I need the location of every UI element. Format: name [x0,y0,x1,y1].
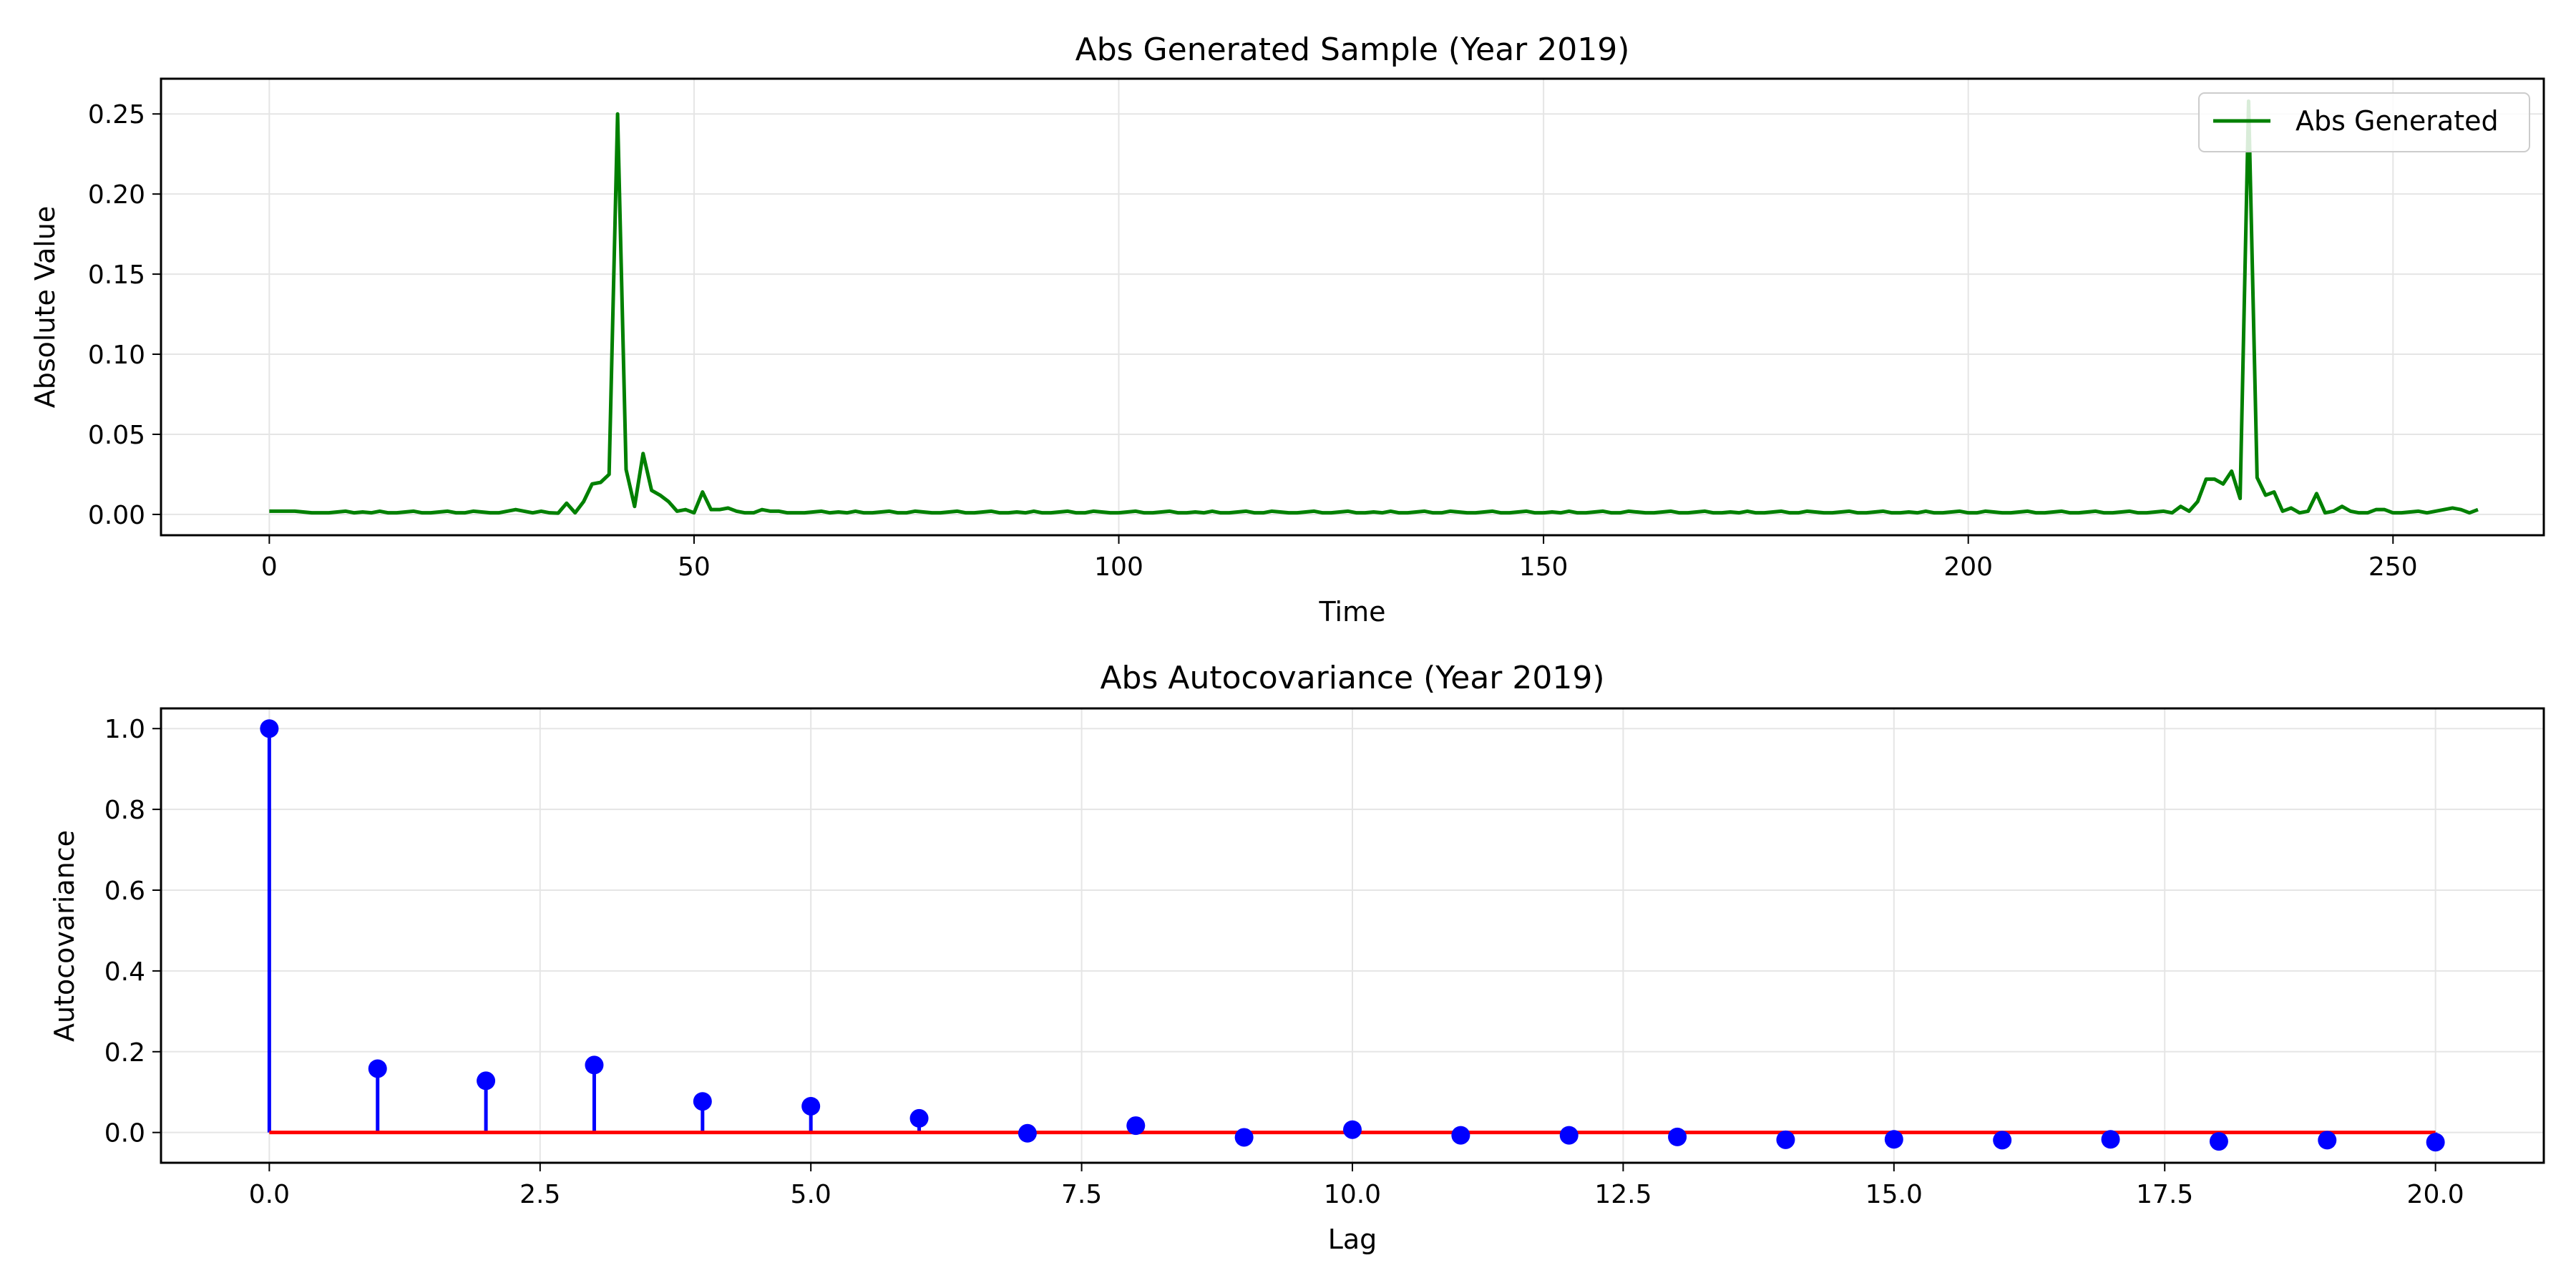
autocovariance-x-tick-label: 12.5 [1594,1180,1652,1209]
autocovariance-y-tick-label: 0.0 [104,1119,145,1148]
legend-box [2198,92,2530,152]
time-series-y-tick-label: 0.10 [88,341,145,370]
time-series-panel: Abs Generated Sample (Year 2019) 0 50 100 1… [29,31,2545,628]
abs-generated-line [269,99,2479,515]
stem-marker [1126,1116,1146,1136]
autocovariance-x-tick-label: 17.5 [2136,1180,2193,1209]
time-series-y-ticks: 0.00 0.05 0.10 0.15 0.20 0.25 [88,100,161,530]
legend-entry-abs-generated: Abs Generated [2296,105,2499,137]
time-series-y-tick-label: 0.20 [88,180,145,210]
time-series-legend: Abs Generated [2198,92,2530,152]
time-series-x-tick-label: 50 [678,552,711,582]
autocovariance-x-ticks: 0.0 2.5 5.0 7.5 10.0 12.5 15.0 17.5 20.0 [249,1163,2464,1209]
stem-marker [909,1108,929,1128]
time-series-x-tick-label: 150 [1519,552,1568,582]
stem-marker [1559,1126,1579,1145]
stem-marker [1343,1120,1362,1139]
time-series-grid [161,79,2544,535]
autocovariance-title: Abs Autocovariance (Year 2019) [1100,660,1604,696]
autocovariance-x-tick-label: 0.0 [249,1180,290,1209]
time-series-x-tick-label: 250 [2368,552,2418,582]
autocovariance-y-tick-label: 0.4 [104,957,145,987]
stem-marker [1993,1131,2012,1150]
autocovariance-x-tick-label: 20.0 [2407,1180,2464,1209]
autocovariance-y-tick-label: 0.6 [104,877,145,906]
autocovariance-plot-area [260,719,2445,1152]
time-series-title: Abs Generated Sample (Year 2019) [1075,31,1630,68]
autocovariance-grid [161,708,2544,1163]
autocovariance-x-tick-label: 10.0 [1324,1180,1381,1209]
time-series-y-tick-label: 0.00 [88,501,145,530]
stem-marker [801,1096,821,1116]
stem-marker [2426,1133,2445,1152]
stem-marker [368,1059,387,1078]
time-series-plot-area [269,99,2479,515]
autocovariance-y-tick-label: 0.8 [104,796,145,825]
stem-marker [585,1055,604,1075]
stem-marker [1776,1130,1795,1149]
time-series-y-tick-label: 0.25 [88,100,145,130]
autocovariance-x-tick-label: 5.0 [791,1180,831,1209]
time-series-x-ticks: 0 50 100 150 200 250 [261,535,2418,582]
time-series-x-label: Time [1319,596,1386,628]
time-series-x-tick-label: 200 [1943,552,1993,582]
autocovariance-x-tick-label: 7.5 [1061,1180,1102,1209]
stem-marker [1234,1128,1254,1147]
time-series-x-tick-label: 0 [261,552,278,582]
stem-marker [1451,1126,1470,1145]
autocovariance-x-tick-label: 15.0 [1865,1180,1923,1209]
stem-marker [1018,1123,1037,1143]
autocovariance-x-tick-label: 2.5 [519,1180,560,1209]
autocovariance-y-label: Autocovariance [49,830,80,1042]
autocovariance-y-ticks: 0.0 0.2 0.4 0.6 0.8 1.0 [104,715,161,1148]
time-series-x-tick-label: 100 [1094,552,1143,582]
stem-marker [477,1071,496,1091]
time-series-y-tick-label: 0.05 [88,421,145,450]
stem-marker [1884,1130,1903,1149]
autocovariance-x-label: Lag [1328,1224,1377,1255]
autocovariance-y-tick-label: 0.2 [104,1038,145,1068]
stem-marker [693,1092,712,1111]
stem-marker [2101,1130,2120,1149]
time-series-y-label: Absolute Value [29,206,61,409]
stem-marker [2318,1131,2337,1150]
stem-marker [2209,1132,2228,1151]
stem-marker [1668,1127,1687,1146]
autocovariance-panel: Abs Autocovariance (Year 2019) 0.0 2.5 5.0… [49,660,2545,1255]
stem-marker [260,719,279,738]
autocovariance-y-tick-label: 1.0 [104,715,145,744]
time-series-y-tick-label: 0.15 [88,260,145,290]
time-series-frame [160,77,2545,537]
